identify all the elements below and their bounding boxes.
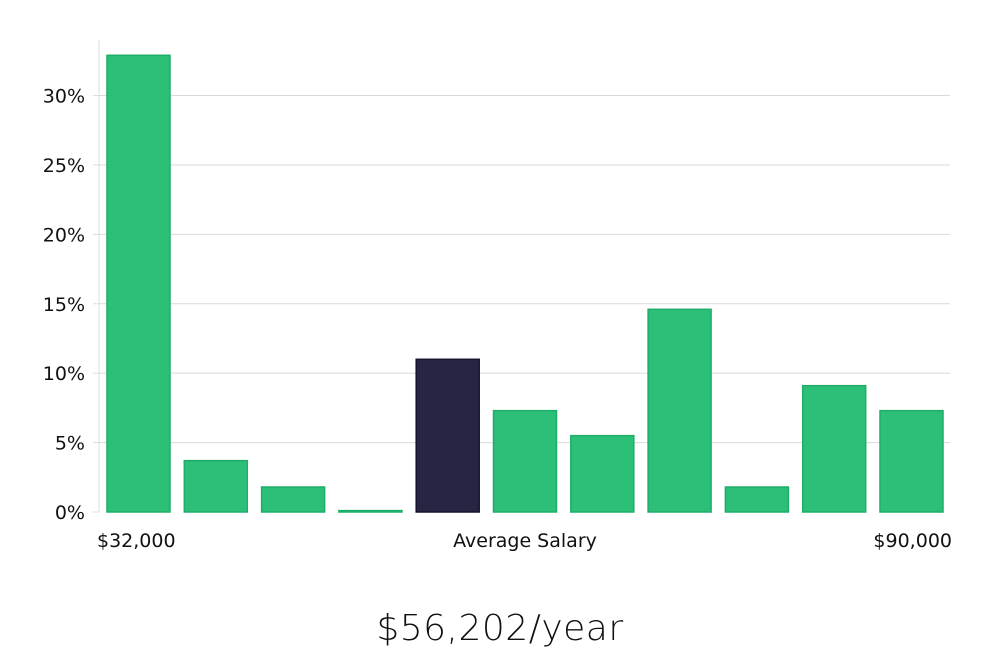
bar — [724, 486, 790, 513]
y-tick-label: 10% — [43, 363, 85, 385]
y-tick-label: 30% — [43, 86, 85, 108]
bar-average — [415, 358, 480, 513]
bars — [106, 54, 944, 513]
bar — [338, 509, 403, 513]
bar — [570, 434, 635, 513]
bar — [879, 409, 944, 513]
salary-distribution-chart: 0% 5% 10% 15% 20% 25% 30% $32,000 Average Sala… — [43, 40, 952, 552]
y-tick-label: 25% — [43, 155, 85, 177]
x-label-max: $90,000 — [873, 530, 952, 552]
x-label-min: $32,000 — [97, 530, 176, 552]
bar — [106, 54, 171, 513]
x-label-average: Average Salary — [453, 530, 597, 552]
y-tick-label: 0% — [55, 502, 85, 524]
bar — [183, 459, 249, 513]
bar — [801, 384, 867, 513]
average-salary-value: $56,202/year — [376, 608, 624, 649]
bar — [492, 409, 558, 513]
bar — [647, 308, 712, 513]
y-axis: 0% 5% 10% 15% 20% 25% 30% — [43, 86, 99, 524]
y-tick-label: 15% — [43, 294, 85, 316]
y-tick-label: 20% — [43, 224, 85, 246]
bar — [260, 486, 326, 513]
y-tick-label: 5% — [55, 433, 85, 455]
